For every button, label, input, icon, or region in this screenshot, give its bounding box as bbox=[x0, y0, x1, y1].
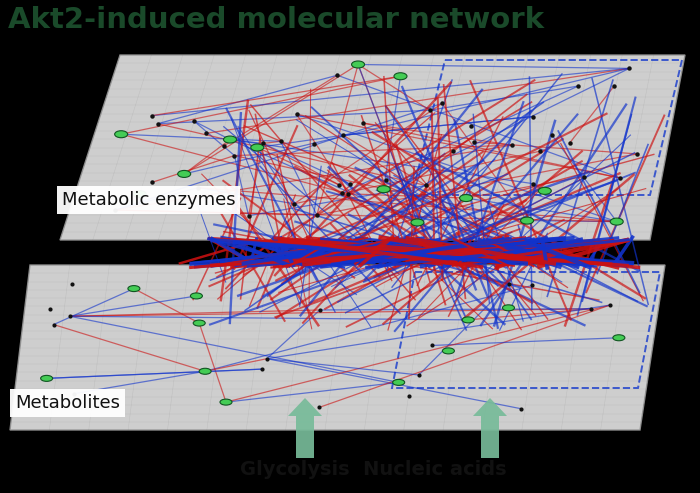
Text: Akt2-induced molecular network: Akt2-induced molecular network bbox=[8, 6, 544, 34]
FancyArrow shape bbox=[288, 398, 322, 458]
Ellipse shape bbox=[178, 171, 190, 177]
Ellipse shape bbox=[193, 320, 205, 326]
Text: Metabolic enzymes: Metabolic enzymes bbox=[62, 191, 236, 209]
Ellipse shape bbox=[190, 293, 202, 299]
Text: Glycolysis  Nucleic acids: Glycolysis Nucleic acids bbox=[240, 460, 507, 479]
Ellipse shape bbox=[521, 217, 533, 224]
Ellipse shape bbox=[41, 375, 52, 382]
Ellipse shape bbox=[133, 191, 146, 198]
Polygon shape bbox=[10, 265, 665, 430]
Ellipse shape bbox=[115, 131, 127, 138]
Ellipse shape bbox=[411, 219, 424, 226]
Ellipse shape bbox=[394, 73, 407, 80]
Ellipse shape bbox=[538, 187, 552, 194]
Ellipse shape bbox=[351, 61, 365, 68]
Ellipse shape bbox=[220, 399, 232, 405]
Ellipse shape bbox=[460, 195, 473, 202]
Text: Metabolites: Metabolites bbox=[15, 394, 120, 412]
Ellipse shape bbox=[251, 144, 264, 151]
Ellipse shape bbox=[377, 186, 390, 193]
Ellipse shape bbox=[503, 305, 514, 311]
Ellipse shape bbox=[393, 380, 405, 386]
Ellipse shape bbox=[613, 335, 625, 341]
Ellipse shape bbox=[128, 285, 140, 291]
Polygon shape bbox=[60, 55, 685, 240]
FancyArrow shape bbox=[473, 398, 507, 458]
Ellipse shape bbox=[223, 136, 237, 143]
Ellipse shape bbox=[442, 348, 454, 354]
Ellipse shape bbox=[462, 317, 474, 323]
Ellipse shape bbox=[199, 368, 211, 374]
Ellipse shape bbox=[610, 218, 623, 225]
